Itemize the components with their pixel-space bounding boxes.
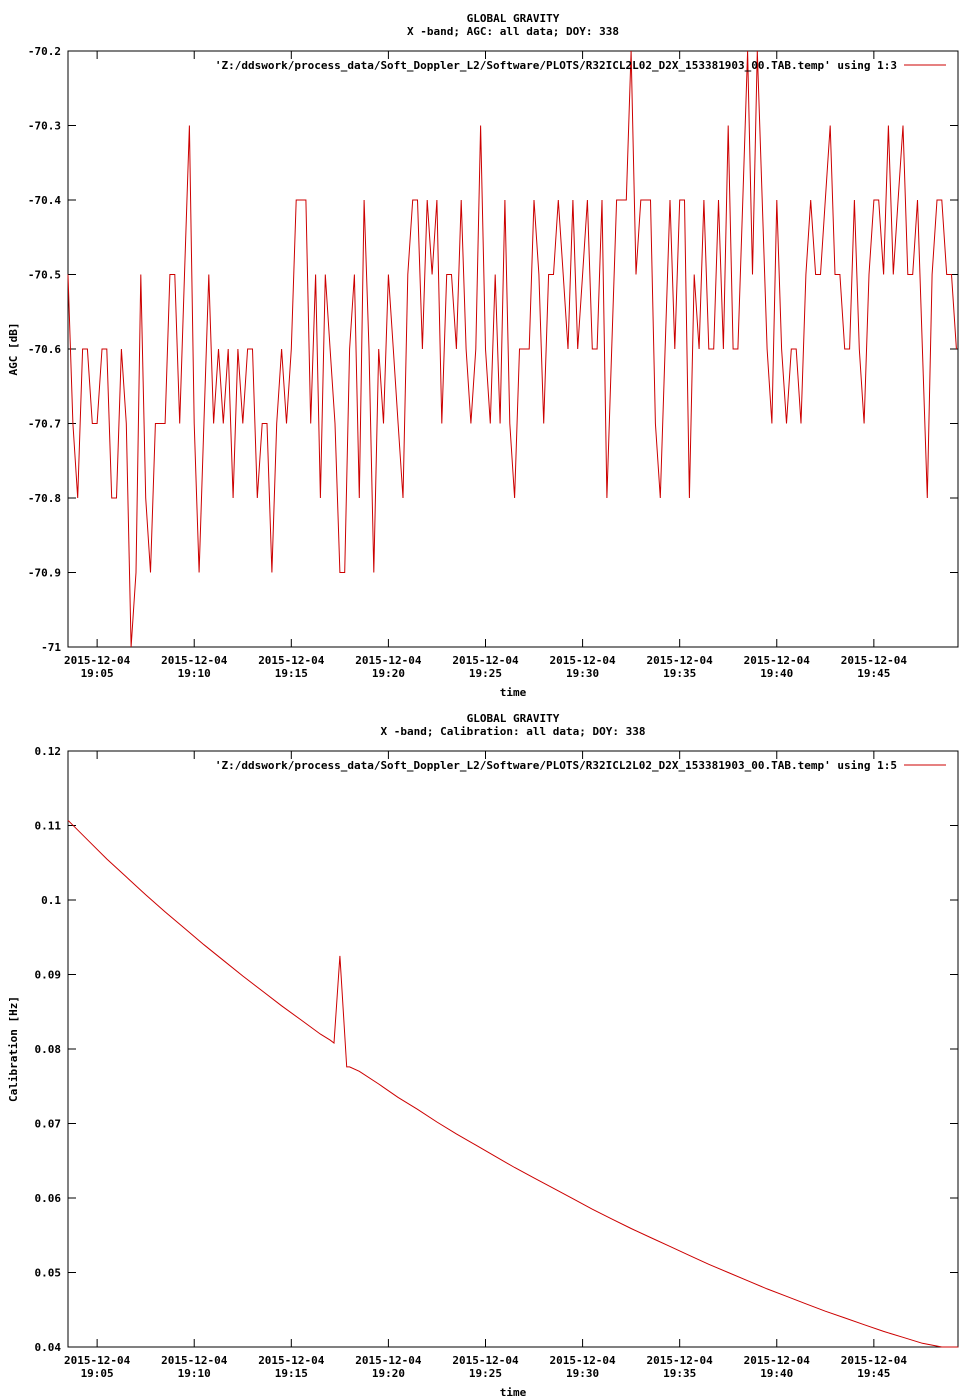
x-tick-time-label: 19:35 <box>663 667 696 680</box>
y-tick-label: 0.1 <box>41 894 61 907</box>
x-tick-date-label: 2015-12-04 <box>161 654 228 667</box>
y-tick-label: -70.2 <box>28 45 61 58</box>
x-tick-time-label: 19:45 <box>857 667 890 680</box>
y-axis-label: AGC [dB] <box>7 323 20 376</box>
chart-title: GLOBAL GRAVITY <box>467 12 560 25</box>
y-tick-label: -71 <box>41 641 61 654</box>
x-tick-time-label: 19:45 <box>857 1367 890 1380</box>
x-tick-time-label: 19:30 <box>566 667 599 680</box>
y-tick-label: 0.11 <box>35 820 62 833</box>
y-axis-label: Calibration [Hz] <box>7 996 20 1102</box>
y-tick-label: 0.06 <box>35 1192 62 1205</box>
y-tick-label: 0.04 <box>35 1341 62 1354</box>
x-tick-date-label: 2015-12-04 <box>64 654 131 667</box>
x-tick-date-label: 2015-12-04 <box>161 1354 228 1367</box>
legend-label: 'Z:/ddswork/process_data/Soft_Doppler_L2… <box>215 59 897 72</box>
x-axis-label: time <box>500 686 527 699</box>
x-tick-time-label: 19:15 <box>275 667 308 680</box>
y-tick-label: -70.3 <box>28 120 61 133</box>
y-tick-label: -70.5 <box>28 269 61 282</box>
x-tick-time-label: 19:30 <box>566 1367 599 1380</box>
y-tick-label: -70.7 <box>28 418 61 431</box>
x-tick-time-label: 19:20 <box>372 1367 405 1380</box>
x-tick-time-label: 19:20 <box>372 667 405 680</box>
chart-subtitle: X -band; Calibration: all data; DOY: 338 <box>381 725 646 738</box>
x-tick-time-label: 19:15 <box>275 1367 308 1380</box>
x-tick-date-label: 2015-12-04 <box>744 1354 811 1367</box>
series-line <box>67 819 959 1348</box>
x-tick-date-label: 2015-12-04 <box>549 654 616 667</box>
y-tick-label: 0.08 <box>35 1043 62 1056</box>
y-tick-label: -70.4 <box>28 194 61 207</box>
x-tick-time-label: 19:35 <box>663 1367 696 1380</box>
chart-title: GLOBAL GRAVITY <box>467 712 560 725</box>
x-tick-time-label: 19:40 <box>760 667 793 680</box>
y-tick-label: 0.09 <box>35 969 62 982</box>
x-tick-date-label: 2015-12-04 <box>841 654 908 667</box>
x-tick-time-label: 19:05 <box>81 1367 114 1380</box>
x-tick-date-label: 2015-12-04 <box>841 1354 908 1367</box>
y-tick-label: 0.05 <box>35 1267 62 1280</box>
x-tick-date-label: 2015-12-04 <box>355 654 422 667</box>
x-tick-date-label: 2015-12-04 <box>452 654 519 667</box>
chart-subtitle: X -band; AGC: all data; DOY: 338 <box>407 25 619 38</box>
plot-frame <box>67 50 959 648</box>
x-tick-date-label: 2015-12-04 <box>647 1354 714 1367</box>
x-tick-date-label: 2015-12-04 <box>647 654 714 667</box>
x-tick-date-label: 2015-12-04 <box>452 1354 519 1367</box>
series-line <box>67 50 957 648</box>
y-tick-label: -70.6 <box>28 343 61 356</box>
x-tick-time-label: 19:40 <box>760 1367 793 1380</box>
x-axis-label: time <box>500 1386 527 1399</box>
y-tick-label: 0.07 <box>35 1118 62 1131</box>
plot-frame <box>67 750 959 1348</box>
x-tick-time-label: 19:25 <box>469 667 502 680</box>
x-tick-date-label: 2015-12-04 <box>258 1354 325 1367</box>
y-tick-label: -70.9 <box>28 567 61 580</box>
x-tick-time-label: 19:10 <box>178 667 211 680</box>
x-tick-time-label: 19:10 <box>178 1367 211 1380</box>
x-tick-date-label: 2015-12-04 <box>549 1354 616 1367</box>
x-tick-date-label: 2015-12-04 <box>64 1354 131 1367</box>
x-tick-date-label: 2015-12-04 <box>744 654 811 667</box>
x-tick-time-label: 19:25 <box>469 1367 502 1380</box>
legend-label: 'Z:/ddswork/process_data/Soft_Doppler_L2… <box>215 759 897 772</box>
y-tick-label: 0.12 <box>35 745 62 758</box>
x-tick-date-label: 2015-12-04 <box>355 1354 422 1367</box>
y-tick-label: -70.8 <box>28 492 61 505</box>
x-tick-time-label: 19:05 <box>81 667 114 680</box>
x-tick-date-label: 2015-12-04 <box>258 654 325 667</box>
